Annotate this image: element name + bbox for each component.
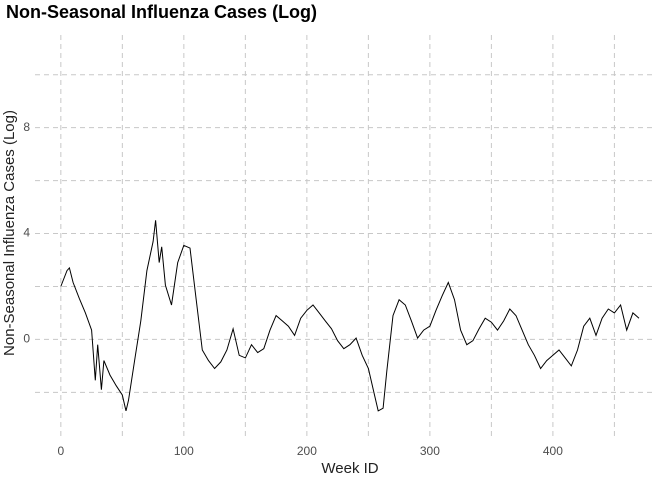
y-tick-label: 8 (23, 120, 30, 134)
y-tick-label: 4 (23, 226, 30, 240)
chart-title: Non-Seasonal Influenza Cases (Log) (6, 2, 317, 22)
x-tick-label: 200 (297, 444, 317, 458)
x-tick-label: 0 (57, 444, 64, 458)
y-tick-label: 0 (23, 332, 30, 346)
x-axis-label: Week ID (321, 460, 378, 477)
x-tick-label: 300 (420, 444, 440, 458)
data-line (60, 220, 640, 412)
y-axis-label: Non-Seasonal Influenza Cases (Log) (1, 110, 18, 356)
x-tick-label: 100 (174, 444, 194, 458)
x-tick-label: 400 (543, 444, 563, 458)
